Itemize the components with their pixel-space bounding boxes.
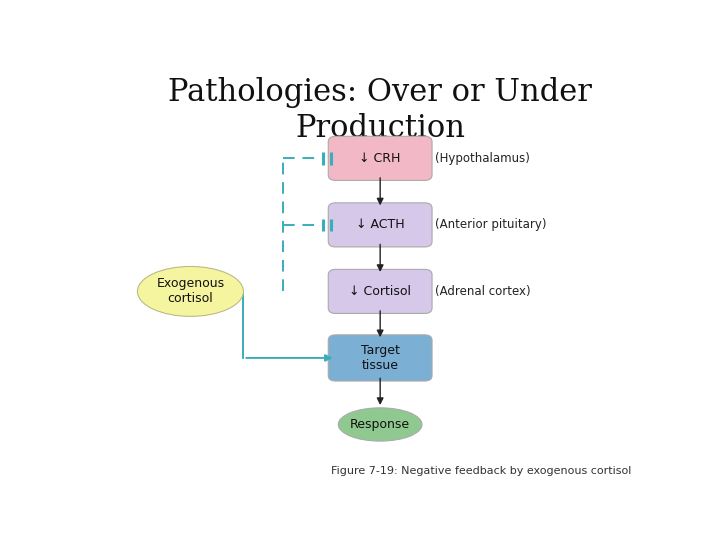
Text: (Adrenal cortex): (Adrenal cortex) xyxy=(435,285,531,298)
Ellipse shape xyxy=(138,266,243,316)
Text: (Anterior pituitary): (Anterior pituitary) xyxy=(435,218,546,231)
Text: (Hypothalamus): (Hypothalamus) xyxy=(435,152,530,165)
Text: Pathologies: Over or Under
Production: Pathologies: Over or Under Production xyxy=(168,77,592,144)
FancyBboxPatch shape xyxy=(328,335,432,381)
FancyBboxPatch shape xyxy=(328,203,432,247)
FancyBboxPatch shape xyxy=(328,269,432,313)
Text: Response: Response xyxy=(350,418,410,431)
Text: ↓ ACTH: ↓ ACTH xyxy=(356,218,405,231)
Text: Exogenous
cortisol: Exogenous cortisol xyxy=(156,278,225,306)
Text: ↓ CRH: ↓ CRH xyxy=(359,152,401,165)
Ellipse shape xyxy=(338,408,422,441)
FancyBboxPatch shape xyxy=(328,136,432,180)
Text: ↓ Cortisol: ↓ Cortisol xyxy=(349,285,411,298)
Text: Figure 7-19: Negative feedback by exogenous cortisol: Figure 7-19: Negative feedback by exogen… xyxy=(331,467,631,476)
Text: Target
tissue: Target tissue xyxy=(361,344,400,372)
